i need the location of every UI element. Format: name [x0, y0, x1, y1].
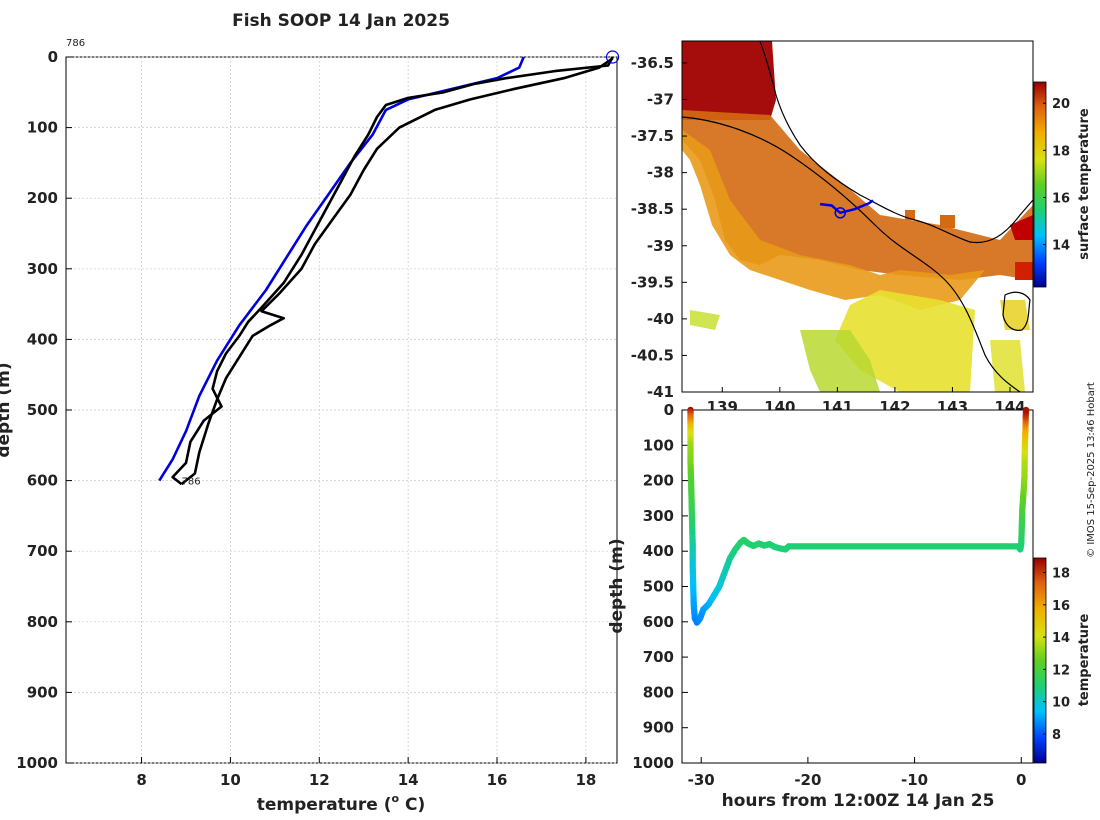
timeseries-y-tick-label: 500 — [643, 578, 674, 596]
timeseries-y-label: depth (m) — [607, 538, 627, 633]
timeseries-y-tick-label: 0 — [664, 401, 674, 419]
map-y-tick-label: -38 — [647, 164, 674, 182]
coastline — [759, 41, 1033, 244]
temperature-colorbar-tick-label: 14 — [1052, 631, 1070, 646]
surface-marker — [605, 50, 620, 64]
timeseries-y-tick-label: 100 — [643, 436, 674, 454]
profile-x-tick-label: 18 — [575, 771, 596, 789]
profile-y-tick-label: 100 — [27, 119, 58, 137]
map-y-tick-label: -37.5 — [631, 127, 674, 145]
timeseries-y-tick-label: 800 — [643, 683, 674, 701]
temperature-colorbar — [1033, 557, 1047, 764]
timeseries-x-tick-label: -30 — [688, 771, 715, 789]
profile-bottom-annotation: 786 — [182, 477, 201, 488]
timeseries-axes-frame — [681, 409, 1034, 764]
profile-y-ticks: 0 100 200 300 400 500 600 700 800 900 1000 — [16, 48, 72, 772]
profile-x-tick-label: 12 — [309, 771, 330, 789]
timeseries-x-tick-label: 0 — [1016, 771, 1026, 789]
profile-x-ticks: 8 10 12 14 16 18 — [136, 757, 596, 789]
timeseries-y-ticks: 0 100 200 300 400 500 600 700 800 900 1000 — [632, 401, 688, 772]
timeseries-x-tick-label: -10 — [901, 771, 928, 789]
timeseries-points — [687, 406, 1030, 626]
temperature-colorbar-tick-label: 10 — [1052, 696, 1070, 711]
sst-colorbar-tick-label: 14 — [1052, 239, 1070, 254]
timeseries-x-ticks: -30 -20 -10 0 — [688, 757, 1026, 789]
profile-y-tick-label: 900 — [27, 683, 58, 701]
profile-x-label: temperature (o C) — [257, 792, 426, 815]
temperature-colorbar-label: temperature — [1077, 614, 1092, 707]
timeseries-y-tick-label: 400 — [643, 542, 674, 560]
sst-colorbar-tick-label: 20 — [1052, 97, 1070, 112]
profile-y-tick-label: 700 — [27, 542, 58, 560]
timeseries-y-tick-label: 200 — [643, 472, 674, 490]
map-y-tick-label: -37 — [647, 91, 674, 109]
profile-series — [158, 56, 614, 486]
map-y-tick-label: -40 — [647, 310, 674, 328]
map-y-tick-label: -38.5 — [631, 200, 674, 218]
profile-y-tick-label: 300 — [27, 260, 58, 278]
timeseries-y-tick-label: 1000 — [632, 754, 674, 772]
sst-field — [682, 41, 1033, 392]
voyage-track — [819, 199, 874, 215]
profile-y-tick-label: 800 — [27, 613, 58, 631]
island-outline — [1002, 291, 1031, 331]
profile-x-tick-label: 16 — [487, 771, 508, 789]
map-y-tick-label: -40.5 — [631, 346, 674, 364]
profile-y-label: depth (m) — [0, 362, 14, 457]
timeseries-y-tick-label: 700 — [643, 648, 674, 666]
profile-x-tick-label: 14 — [398, 771, 419, 789]
profile-top-annotation: 786 — [66, 38, 85, 49]
map-panel: 139 140 141 142 143 144 -36.5-37-37.5-38-38.5… — [631, 40, 1092, 416]
shelf-contour — [682, 116, 1021, 392]
profile-y-tick-label: 200 — [27, 189, 58, 207]
profile-x-tick-label: 8 — [136, 771, 146, 789]
profile-series-line — [180, 57, 614, 486]
map-y-tick-label: -39 — [647, 237, 674, 255]
profile-y-tick-label: 400 — [27, 330, 58, 348]
timeseries-y-tick-label: 600 — [643, 613, 674, 631]
profile-y-tick-label: 1000 — [16, 754, 58, 772]
map-lines — [682, 41, 1033, 392]
sst-colorbar-tick-label: 16 — [1052, 191, 1070, 206]
sst-colorbar-ticks: 14 16 18 20 — [1043, 97, 1070, 254]
temperature-colorbar-tick-label: 12 — [1052, 663, 1070, 678]
temperature-colorbar-tick-label: 18 — [1052, 567, 1070, 582]
profile-y-tick-label: 500 — [27, 401, 58, 419]
position-marker — [834, 207, 846, 219]
profile-y-tick-label: 0 — [48, 48, 58, 66]
map-y-tick-label: -39.5 — [631, 273, 674, 291]
profile-panel: Fish SOOP 14 Jan 2025 8 10 12 14 16 18 0 100 20… — [0, 11, 620, 815]
map-y-tick-label: -41 — [647, 383, 674, 401]
map-y-ticks: -36.5 -37 -37.5 -38 -38.5 -39 -39.5 -40 -40.5 -41 — [631, 54, 687, 401]
profile-x-tick-label: 10 — [220, 771, 241, 789]
map-y-tick-label: -36.5 — [631, 54, 674, 72]
watermark: © IMOS 15-Sep-2025 13:46 Hobart — [1086, 382, 1097, 558]
temperature-colorbar-ticks: 8 10 12 14 16 18 — [1043, 567, 1070, 743]
timeseries-panel: -30 -20 -10 0 0 100 200 300 400 500 600 700 800 900 1… — [607, 401, 1092, 811]
timeseries-y-tick-label: 900 — [643, 719, 674, 737]
timeseries-y-tick-label: 300 — [643, 507, 674, 525]
sst-colorbar-label: surface temperature — [1077, 108, 1092, 260]
chart-title: Fish SOOP 14 Jan 2025 — [232, 11, 450, 31]
timeseries-point — [1022, 406, 1030, 414]
profile-grid — [66, 56, 617, 764]
timeseries-x-tick-label: -20 — [794, 771, 821, 789]
map-axes-frame — [681, 40, 1034, 393]
timeseries-x-label: hours from 12:00Z 14 Jan 25 — [722, 791, 995, 811]
temperature-colorbar-tick-label: 8 — [1052, 728, 1061, 743]
sst-colorbar — [1033, 81, 1047, 288]
temperature-colorbar-tick-label: 16 — [1052, 599, 1070, 614]
profile-y-tick-label: 600 — [27, 472, 58, 490]
sst-colorbar-tick-label: 18 — [1052, 144, 1070, 159]
